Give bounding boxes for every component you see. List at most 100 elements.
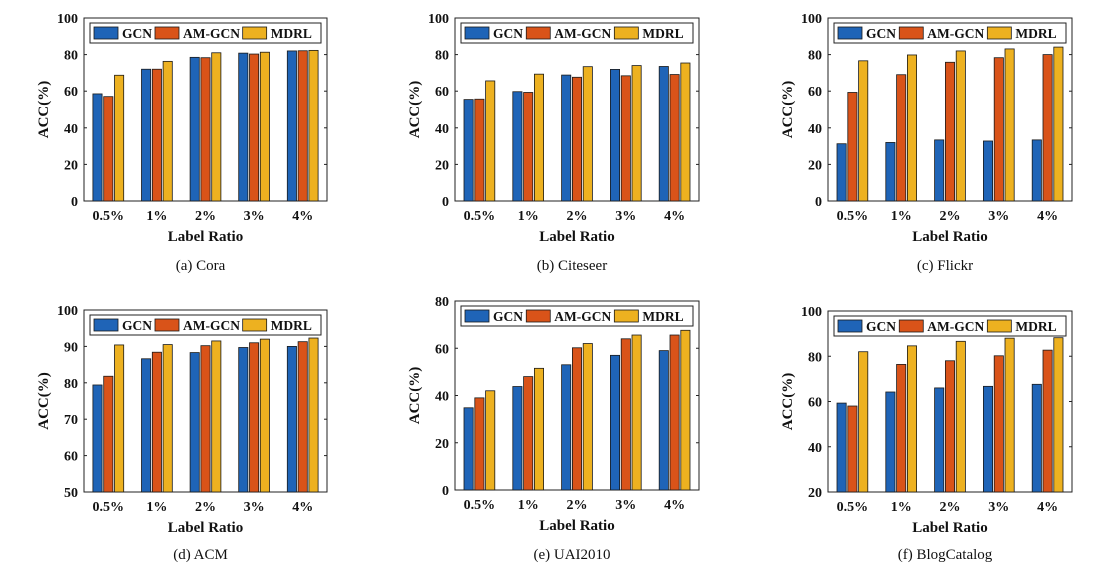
x-tick-label: 3% xyxy=(615,209,636,224)
panel-caption: (a) Cora xyxy=(176,258,226,274)
bar-gcn-1 xyxy=(92,93,103,202)
x-tick-label: 3% xyxy=(988,500,1009,515)
x-tick-label: 1% xyxy=(891,500,912,515)
bar-mdrl-2 xyxy=(162,60,173,202)
bar-gcn-3 xyxy=(561,74,572,202)
y-tick-label: 60 xyxy=(435,85,449,100)
bar-gcn-4 xyxy=(238,52,249,202)
legend-label-mdrl: MDRL xyxy=(271,318,312,333)
bar-am-gcn-2 xyxy=(523,92,534,202)
y-tick-label: 60 xyxy=(808,396,822,411)
bar-gcn-5 xyxy=(286,345,297,493)
bar-am-gcn-2 xyxy=(523,376,534,491)
legend-swatch-mdrl xyxy=(986,26,1012,40)
bar-am-gcn-3 xyxy=(945,61,956,202)
bar-gcn-2 xyxy=(141,68,152,202)
y-tick-label: 90 xyxy=(64,340,78,355)
y-tick-label: 20 xyxy=(435,158,449,173)
bar-am-gcn-3 xyxy=(200,345,211,493)
bar-mdrl-4 xyxy=(1004,48,1015,202)
bar-am-gcn-5 xyxy=(669,74,680,202)
bar-am-gcn-1 xyxy=(103,375,114,493)
bar-am-gcn-3 xyxy=(945,360,956,493)
legend-label-am-gcn: AM-GCN xyxy=(183,26,240,41)
legend-label-am-gcn: AM-GCN xyxy=(554,309,611,324)
bar-am-gcn-2 xyxy=(896,74,907,202)
bar-am-gcn-1 xyxy=(474,98,485,202)
bar-gcn-4 xyxy=(983,140,994,202)
bar-mdrl-2 xyxy=(907,54,918,202)
x-tick-label: 2% xyxy=(195,500,216,515)
bar-gcn-5 xyxy=(1031,139,1042,202)
y-axis-label: ACC(%) xyxy=(407,367,423,425)
bar-mdrl-4 xyxy=(631,334,642,491)
legend: GCN AM-GCN MDRL xyxy=(833,315,1067,337)
bar-gcn-5 xyxy=(1031,383,1042,493)
bar-gcn-4 xyxy=(983,385,994,493)
x-tick-label: 3% xyxy=(988,209,1009,224)
x-tick-label: 3% xyxy=(244,500,265,515)
x-tick-label: 0.5% xyxy=(93,209,125,224)
x-tick-label: 4% xyxy=(664,498,685,513)
bar-am-gcn-1 xyxy=(847,405,858,493)
y-tick-label: 60 xyxy=(64,450,78,465)
y-tick-label: 80 xyxy=(435,295,449,310)
chart-panel-6: 20 40 60 80 100 0.5% 1% 2% 3% 4% Label Ratio ACC(%)… xyxy=(780,305,1073,563)
bar-mdrl-5 xyxy=(308,49,319,202)
bar-am-gcn-4 xyxy=(620,338,631,491)
bar-mdrl-1 xyxy=(114,344,125,493)
legend-label-gcn: GCN xyxy=(866,26,896,41)
x-tick-label: 2% xyxy=(567,209,588,224)
legend-swatch-am-gcn xyxy=(525,26,551,40)
x-tick-label: 0.5% xyxy=(464,498,496,513)
bar-gcn-4 xyxy=(610,69,621,202)
bar-mdrl-2 xyxy=(534,367,545,491)
x-tick-label: 1% xyxy=(146,209,167,224)
bar-am-gcn-3 xyxy=(572,76,583,202)
y-tick-label: 20 xyxy=(808,158,822,173)
bar-mdrl-3 xyxy=(955,340,966,493)
y-tick-label: 80 xyxy=(808,350,822,365)
bar-am-gcn-5 xyxy=(1042,54,1053,202)
bar-am-gcn-4 xyxy=(249,53,260,202)
y-tick-label: 100 xyxy=(57,12,78,27)
x-tick-label: 2% xyxy=(195,209,216,224)
legend-swatch-gcn xyxy=(464,26,490,40)
y-tick-label: 60 xyxy=(435,342,449,357)
bar-am-gcn-4 xyxy=(620,75,631,202)
legend-label-am-gcn: AM-GCN xyxy=(183,318,240,333)
y-tick-label: 0 xyxy=(71,195,78,210)
legend-label-mdrl: MDRL xyxy=(1015,319,1056,334)
bar-mdrl-1 xyxy=(114,74,125,202)
x-tick-label: 3% xyxy=(244,209,265,224)
bar-mdrl-5 xyxy=(680,329,691,491)
x-tick-label: 4% xyxy=(292,209,313,224)
bar-am-gcn-4 xyxy=(993,355,1004,493)
y-tick-label: 20 xyxy=(808,486,822,501)
bar-mdrl-2 xyxy=(162,344,173,493)
y-tick-label: 100 xyxy=(428,12,449,27)
x-axis-label: Label Ratio xyxy=(912,520,987,536)
bar-am-gcn-2 xyxy=(151,351,162,493)
y-tick-label: 80 xyxy=(64,49,78,64)
y-tick-label: 80 xyxy=(435,49,449,64)
chart-panel-1: 0 20 40 60 80 100 0.5% 1% 2% 3% 4% Label Ratio ACC(%… xyxy=(36,12,328,274)
bar-am-gcn-5 xyxy=(669,334,680,491)
legend-swatch-mdrl xyxy=(242,26,268,40)
bar-am-gcn-4 xyxy=(249,342,260,493)
legend-label-mdrl: MDRL xyxy=(642,309,683,324)
bar-mdrl-3 xyxy=(582,66,593,202)
y-tick-label: 80 xyxy=(64,377,78,392)
y-tick-label: 80 xyxy=(808,49,822,64)
bar-am-gcn-2 xyxy=(151,68,162,202)
legend-label-gcn: GCN xyxy=(122,318,152,333)
bar-gcn-3 xyxy=(934,139,945,202)
bar-am-gcn-1 xyxy=(103,96,114,202)
bar-mdrl-4 xyxy=(259,51,270,202)
y-tick-label: 50 xyxy=(64,486,78,501)
legend: GCN AM-GCN MDRL xyxy=(89,22,322,44)
bar-gcn-5 xyxy=(658,66,669,202)
bar-am-gcn-4 xyxy=(993,57,1004,202)
x-axis-label: Label Ratio xyxy=(168,520,243,536)
legend-swatch-am-gcn xyxy=(525,309,551,323)
